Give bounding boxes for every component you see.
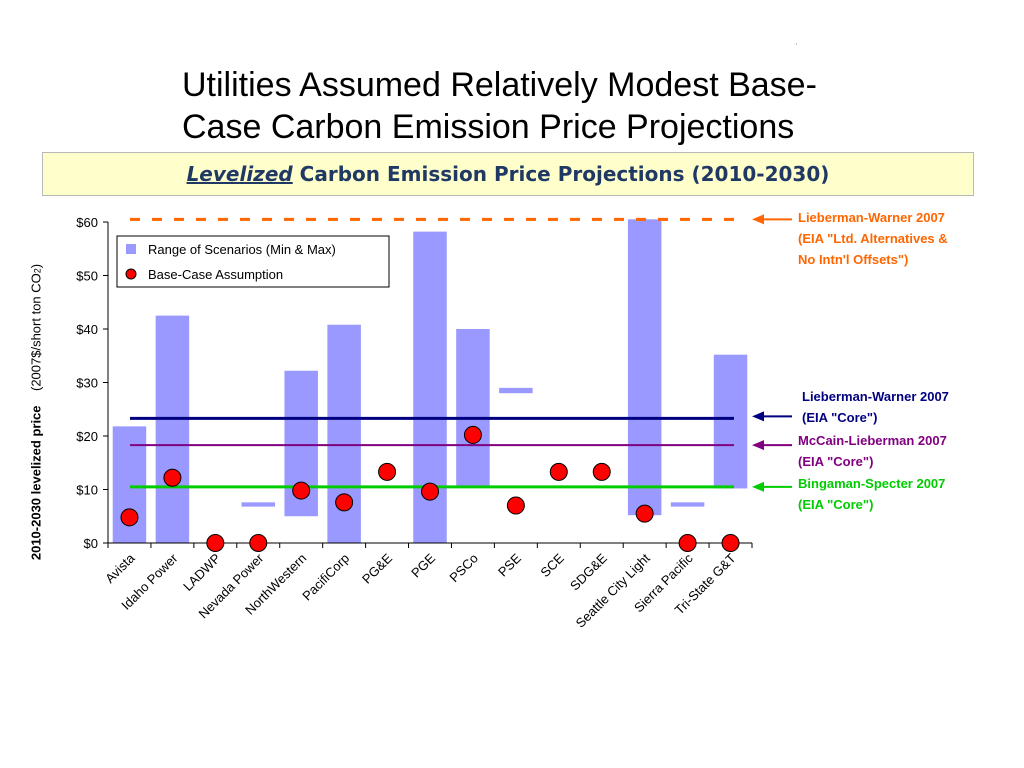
base-case-marker-7	[421, 482, 439, 501]
reference-label-1: Lieberman-Warner 2007 (EIA "Core")	[802, 386, 949, 428]
base-case-marker-8	[463, 425, 482, 444]
category-label-12: Seattle City Light	[573, 550, 653, 630]
base-case-marker-13	[678, 534, 697, 552]
base-case-marker-0	[120, 508, 139, 527]
category-label-11: SDG&E	[567, 550, 610, 593]
y-tick-label-4: $40	[76, 322, 98, 337]
category-label-10: SCE	[537, 550, 567, 580]
reference-arrow-head-1	[752, 411, 764, 422]
base-case-marker-4	[292, 481, 311, 500]
reference-label-0-line-1: (EIA "Ltd. Alternatives &	[798, 231, 948, 246]
reference-label-1-line-0: Lieberman-Warner 2007	[802, 389, 949, 404]
y-tick-label-1: $10	[76, 483, 98, 498]
subtitle-emphasis: Levelized	[186, 162, 293, 186]
y-tick-label-3: $30	[76, 376, 98, 391]
reference-arrow-head-0	[752, 214, 764, 225]
category-label-0: Avista	[102, 550, 138, 586]
category-label-6: PG&E	[359, 550, 395, 586]
category-label-2: LADWP	[180, 551, 223, 594]
legend-label-base-case: Base-Case Assumption	[148, 267, 283, 282]
reference-label-2-line-0: McCain-Lieberman 2007	[798, 433, 947, 448]
reference-label-3-line-0: Bingaman-Specter 2007	[798, 476, 946, 491]
range-bar-3	[241, 502, 276, 507]
reference-label-0-line-2: No Intn'l Offsets")	[798, 252, 909, 267]
base-case-marker-6	[378, 462, 397, 481]
range-bar-1	[155, 315, 190, 543]
base-case-marker-5	[335, 493, 354, 512]
y-tick-label-2: $20	[76, 429, 98, 444]
reference-arrow-head-3	[752, 481, 764, 492]
base-case-marker-1	[163, 468, 182, 487]
range-bar-9	[499, 387, 533, 394]
category-label-9: PSE	[495, 550, 524, 579]
category-label-5: PacifiCorp	[299, 551, 352, 604]
category-label-7: PGE	[408, 550, 438, 580]
base-case-marker-11	[592, 462, 611, 481]
base-case-marker-12	[635, 504, 654, 523]
reference-label-2: McCain-Lieberman 2007 (EIA "Core")	[798, 430, 947, 472]
range-bar-13	[670, 502, 705, 507]
y-tick-label-0: $0	[84, 536, 98, 551]
range-bar-12	[627, 219, 662, 516]
reference-arrow-head-2	[752, 440, 764, 451]
y-tick-label-5: $50	[76, 269, 98, 284]
reference-label-1-line-1: (EIA "Core")	[802, 410, 878, 425]
legend-swatch-base-case	[125, 268, 137, 280]
base-case-marker-2	[206, 534, 225, 552]
reference-label-3: Bingaman-Specter 2007 (EIA "Core")	[798, 473, 945, 515]
slide-mark: '	[796, 44, 798, 50]
base-case-marker-10	[549, 462, 568, 481]
base-case-marker-9	[506, 496, 525, 515]
y-tick-label-6: $60	[76, 215, 98, 230]
title-line-1: Utilities Assumed Relatively Modest Base…	[182, 66, 817, 104]
range-bar-8	[456, 329, 490, 487]
category-label-8: PSCo	[446, 551, 481, 586]
slide-title: Utilities Assumed Relatively Modest Base…	[182, 64, 982, 148]
reference-label-0: Lieberman-Warner 2007 (EIA "Ltd. Alternat…	[798, 207, 948, 270]
base-case-marker-3	[249, 534, 268, 552]
legend-swatch-range	[126, 244, 136, 254]
reference-label-3-line-1: (EIA "Core")	[798, 497, 874, 512]
reference-label-0-line-0: Lieberman-Warner 2007	[798, 210, 945, 225]
base-case-marker-14	[721, 534, 740, 552]
reference-label-2-line-1: (EIA "Core")	[798, 454, 874, 469]
legend-box	[116, 235, 390, 288]
title-line-2: Case Carbon Emission Price Projections	[182, 108, 795, 146]
chart-subtitle-banner: Levelized Carbon Emission Price Projecti…	[42, 152, 974, 196]
legend-label-range: Range of Scenarios (Min & Max)	[148, 242, 336, 257]
range-bar-14	[713, 354, 748, 489]
subtitle-text: Carbon Emission Price Projections (2010-…	[292, 162, 830, 186]
